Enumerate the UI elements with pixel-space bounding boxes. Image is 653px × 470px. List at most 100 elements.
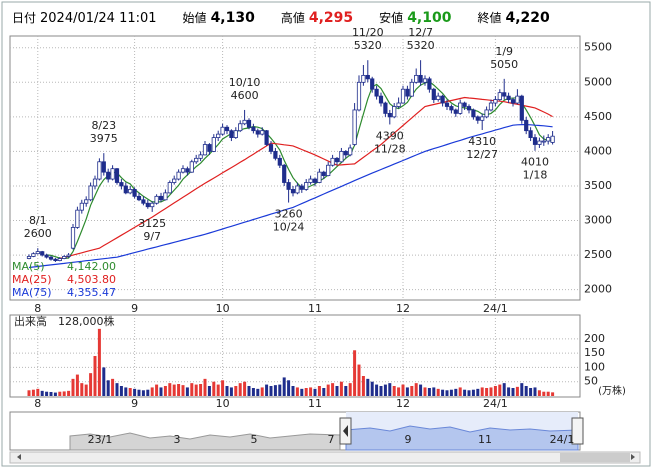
volume-bar [511,388,515,396]
candle-body [480,116,485,121]
y-tick-label: 150 [584,346,605,359]
candle-body [132,189,137,197]
volume-bar [62,391,66,396]
range-handle-right[interactable] [571,417,584,445]
volume-bar [97,328,101,396]
volume-bar [427,388,431,396]
volume-bar [89,373,93,396]
candle-body [295,185,300,194]
x-tick-label: 10 [216,302,230,315]
x-tick-label: 11 [308,302,322,315]
volume-bar [546,391,550,396]
volume-bar [111,378,115,396]
navigator-label: 3 [174,433,181,446]
quote-value: 4,220 [505,10,550,26]
volume-bar [335,386,339,396]
candle-body [246,119,252,128]
candle-body [541,140,546,143]
candle-body [57,258,62,262]
candle-body [189,161,194,173]
navigator-label: 24/1 [550,433,575,446]
volume-bar [265,384,269,396]
annotation-value: 3975 [90,132,118,145]
volume-bar [309,387,313,396]
candle-body [444,102,450,107]
x-tick-label: 12 [396,397,410,410]
volume-bar [458,387,462,396]
candle-body [422,78,428,83]
candle-body [326,164,331,177]
ma-line [28,124,553,269]
ma-legend-box [11,259,117,299]
candle-body [449,106,454,111]
scrollbar-thumb[interactable] [560,453,630,462]
candle-body [462,102,467,107]
candle-body [409,81,414,97]
candle-body [405,88,410,97]
y-tick-label: 4500 [584,110,612,123]
candle-body [374,88,379,97]
candle-body [334,157,340,163]
candle-body [282,164,287,183]
quote-value: 4,295 [308,10,354,26]
scrollbar[interactable] [9,451,641,464]
volume-bar [49,392,53,396]
annotation-value: 4310 [468,135,496,148]
candle-body [180,168,186,173]
volume-bar [115,383,119,396]
volume-bar [260,387,264,396]
volume-bar [295,387,299,396]
annotation-date: 10/24 [273,221,305,234]
ma-line [59,96,553,260]
y-tick-label: 3000 [584,214,612,227]
candle-body [44,254,49,258]
volume-bar [405,387,409,396]
candle-body [194,157,199,163]
x-tick-label: 10 [216,397,230,410]
candle-body [66,254,71,257]
quote-header: 日付 2024/01/24 11:01 始値 4,130 高値 4,295 安値 4,100 終… [12,9,572,26]
candle-body [550,135,555,143]
candle-body [128,189,133,194]
volume-bar [493,386,497,396]
legend-name: MA(5) [12,260,45,273]
candle-body [383,102,388,114]
volume-bar [159,387,163,396]
volume-bar [212,381,216,396]
candle-body [458,102,463,114]
candle-body [546,137,551,142]
candle-body [290,189,296,194]
x-tick-label: 11 [308,397,322,410]
candle-body [299,185,304,190]
volume-bar [313,388,317,396]
volume-bar [304,388,308,396]
candle-body [475,116,480,121]
candle-body [400,88,406,104]
candle-body [537,140,542,145]
candle-body [106,171,111,180]
volume-bar [480,387,484,396]
scroll-right[interactable] [631,454,635,460]
scroll-left[interactable] [17,454,21,460]
candle-body [286,182,291,190]
candle-body [79,202,84,211]
volume-bar [150,387,154,396]
volume-bar [141,390,145,396]
volume-bar [397,387,401,396]
candle-body [202,144,208,156]
y-tick-label: 3500 [584,179,612,192]
quote-label: 安値 [379,11,404,25]
annotation-date: 9/7 [143,230,161,243]
candle-body [233,130,238,138]
candle-body [97,161,102,180]
navigator-history [69,432,341,451]
volume-bar [194,384,198,396]
candle-body [167,182,172,194]
candle-body [264,130,269,145]
candle-body [211,137,216,152]
candle-body [370,78,375,90]
y-tick-label: 4000 [584,144,612,157]
volume-bar [207,386,211,396]
candle-body [207,144,212,152]
